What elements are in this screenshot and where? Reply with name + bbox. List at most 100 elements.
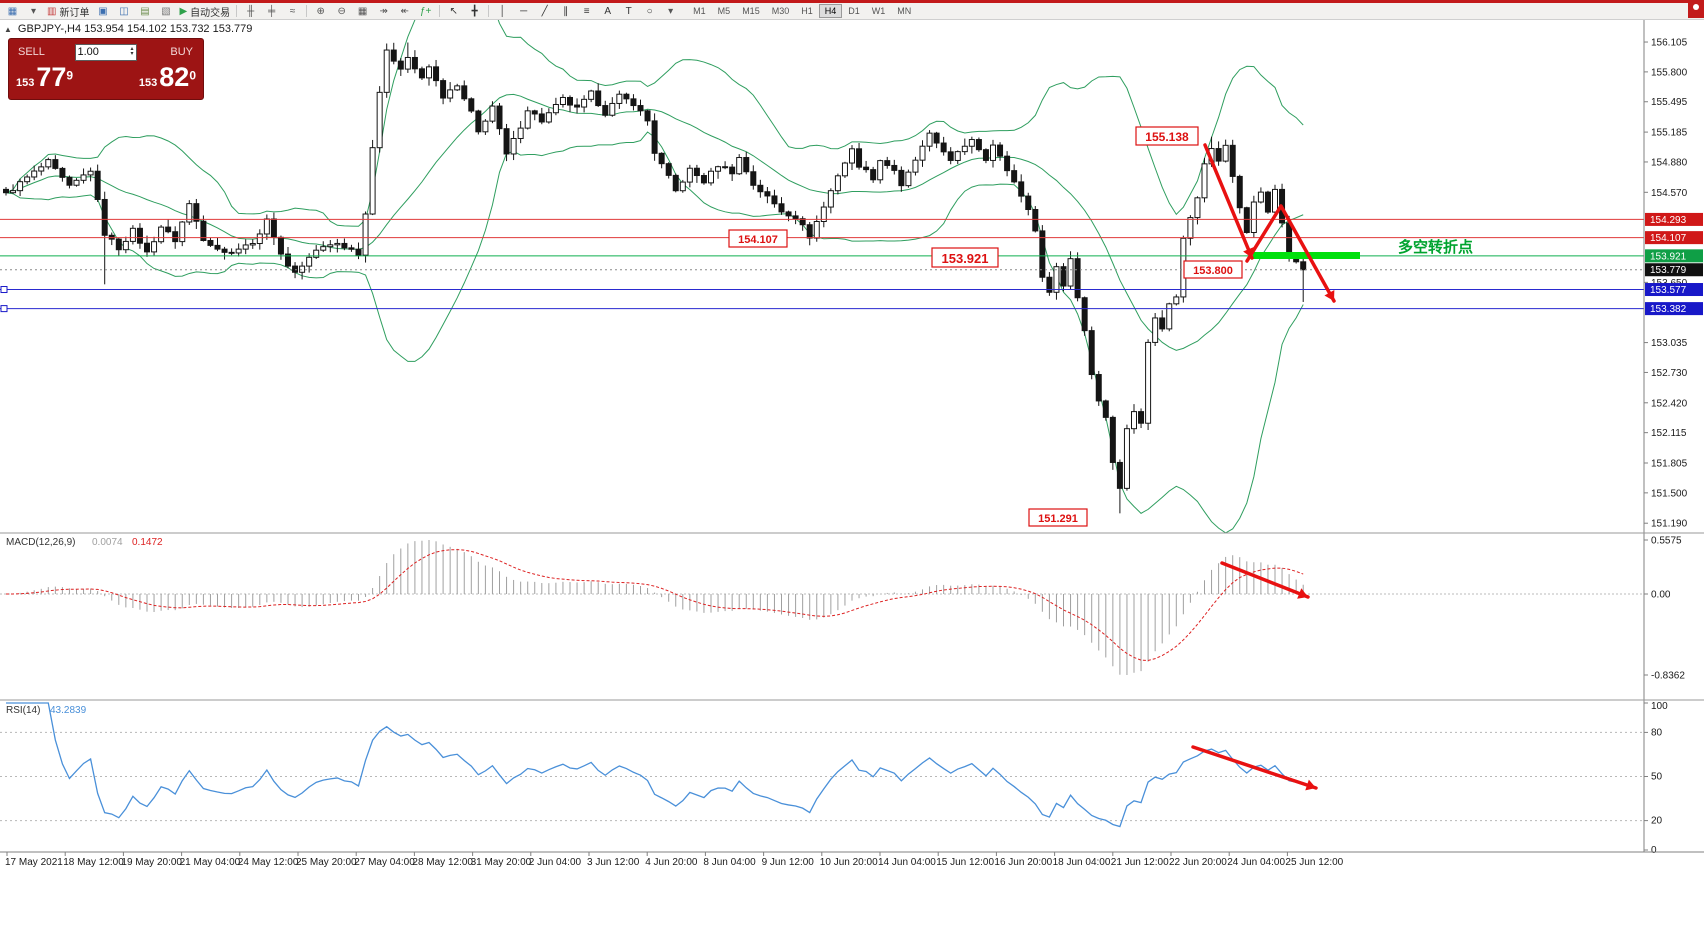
price-axis[interactable]: 156.105 155.800 155.495 155.185 154.880 154.5…	[1643, 20, 1703, 852]
spinner-up-icon[interactable]: ▴	[130, 46, 134, 52]
navigator-icon-glyph: ▤	[140, 5, 150, 17]
trend-arrow[interactable]	[1220, 561, 1310, 599]
price-axis-tag-text: 153.382	[1650, 304, 1687, 315]
timeframe-w1[interactable]: W1	[871, 6, 886, 16]
annotations[interactable]: 155.138 154.107 153.921 153.800 151.291 多空转折点	[728, 126, 1473, 527]
rsi-value: 43.2839	[50, 705, 87, 716]
time-axis-label: 25 May 20:00	[296, 857, 357, 868]
timeframe-mn[interactable]: MN	[897, 6, 912, 16]
price-callout-box[interactable]	[931, 247, 999, 268]
volume-spinner[interactable]: ▴ ▾	[130, 46, 134, 57]
time-axis-label: 19 May 20:00	[121, 857, 182, 868]
price-axis-label: 154.570	[1651, 188, 1688, 199]
price-callout-box[interactable]	[1028, 508, 1088, 527]
macd-axis-label: -0.8362	[1651, 671, 1685, 682]
sell-price[interactable]: 153779	[16, 64, 73, 91]
candlestick-chart-icon[interactable]: ╪	[261, 3, 282, 20]
trend-arrow[interactable]	[1203, 143, 1254, 260]
buy-button[interactable]: BUY	[170, 46, 193, 58]
toolbar-separator	[488, 5, 490, 17]
symbol-ohlc-text: GBPJPY-,H4 153.954 154.102 153.732 153.7…	[17, 23, 253, 35]
horizontal-line-icon[interactable]: ─	[513, 3, 534, 20]
rsi-axis-label: 20	[1651, 816, 1663, 827]
trend-arrow[interactable]	[1191, 745, 1318, 790]
line-handle[interactable]	[0, 305, 8, 313]
indicators-button[interactable]: ƒ+	[415, 3, 436, 20]
macd-label: MACD(12,26,9)	[6, 537, 75, 548]
price-callout-box[interactable]	[1135, 126, 1199, 146]
auto-scroll-icon-glyph: ↠	[379, 5, 388, 17]
macd-signal-line	[5, 549, 1304, 661]
vertical-line-icon[interactable]: │	[492, 3, 513, 20]
price-axis-label: 155.800	[1651, 67, 1688, 78]
candlestick-chart-icon-glyph: ╪	[268, 5, 276, 17]
timeframe-h1[interactable]: H1	[801, 6, 813, 16]
timeframe-m1[interactable]: M1	[693, 6, 706, 16]
spinner-down-icon[interactable]: ▾	[130, 51, 134, 57]
trendline-icon[interactable]: ╱	[534, 3, 555, 20]
price-callout-box[interactable]	[1183, 260, 1243, 279]
window-corner-dot-icon	[1693, 4, 1699, 10]
data-window-icon[interactable]: ◫	[113, 3, 134, 20]
timeframe-h4[interactable]: H4	[818, 4, 843, 18]
zoom-out-icon[interactable]: ⊖	[331, 3, 352, 20]
navigator-icon[interactable]: ▤	[134, 3, 155, 20]
horizontal-level-lines[interactable]	[0, 218, 1644, 313]
channel-icon[interactable]: ∥	[555, 3, 576, 20]
crosshair-icon[interactable]: ╋	[464, 3, 485, 20]
bar-chart-icon[interactable]: ╫	[240, 3, 261, 20]
text-icon[interactable]: A	[597, 3, 618, 20]
shapes-icon-glyph: ○	[646, 5, 653, 17]
toolbar-separator	[236, 5, 238, 17]
turning-point-note[interactable]: 多空转折点	[1398, 238, 1473, 256]
zoom-in-icon[interactable]: ⊕	[310, 3, 331, 20]
timeframe-m15[interactable]: M15	[742, 6, 760, 16]
price-callout-box[interactable]	[728, 229, 788, 248]
terminal-icon[interactable]: ▧	[155, 3, 176, 20]
label-icon[interactable]: T	[618, 3, 639, 20]
volume-field[interactable]: 1.00 ▴ ▾	[74, 43, 137, 61]
fibonacci-icon[interactable]: ≡	[576, 3, 597, 20]
price-axis-label: 152.730	[1651, 368, 1688, 379]
timeframe-m5[interactable]: M5	[717, 6, 731, 16]
bar-chart-icon-glyph: ╫	[247, 5, 255, 17]
toolbar-separator	[439, 5, 441, 17]
shapes-caret-icon[interactable]: ▾	[660, 3, 681, 20]
buy-price[interactable]: 153820	[139, 64, 196, 91]
line-handle[interactable]	[0, 286, 8, 294]
auto-trading-button-glyph: ▶	[179, 5, 188, 17]
price-axis-tag-text: 153.779	[1650, 265, 1687, 276]
line-chart-icon[interactable]: ≈	[282, 3, 303, 20]
auto-trading-button[interactable]: ▶ 自动交易	[176, 3, 233, 20]
new-order-button[interactable]: ▥ 新订单	[44, 3, 92, 20]
zoom-out-icon-glyph: ⊖	[337, 5, 346, 17]
price-axis-label: 151.190	[1651, 519, 1688, 530]
rsi-axis-label: 50	[1651, 772, 1663, 783]
trend-arrow-head	[1305, 779, 1316, 791]
one-click-collapse-icon[interactable]: ▲	[4, 25, 12, 34]
market-watch-icon[interactable]: ▣	[92, 3, 113, 20]
trend-arrow[interactable]	[1245, 204, 1336, 303]
time-axis-label: 22 Jun 20:00	[1169, 857, 1227, 868]
chart-shift-icon[interactable]: ↞	[394, 3, 415, 20]
price-axis-label: 156.105	[1651, 38, 1688, 49]
macd-axis-label: 0.00	[1651, 590, 1671, 601]
timeframe-m30[interactable]: M30	[771, 6, 790, 16]
time-axis-label: 27 May 04:00	[354, 857, 415, 868]
price-callout-text: 153.921	[942, 251, 989, 266]
shapes-icon[interactable]: ○	[639, 3, 660, 20]
window-corner-button[interactable]	[1688, 0, 1704, 18]
chart-window-icon[interactable]: ▦	[2, 3, 23, 20]
green-zone-bar[interactable]	[1253, 252, 1360, 259]
auto-scroll-icon[interactable]: ↠	[373, 3, 394, 20]
chart-menu-caret-icon[interactable]: ▾	[23, 3, 44, 20]
timeframe-d1[interactable]: D1	[848, 6, 860, 16]
sell-button[interactable]: SELL	[18, 46, 45, 58]
tile-windows-icon[interactable]: ▦	[352, 3, 373, 20]
cursor-icon[interactable]: ↖	[443, 3, 464, 20]
price-axis-label: 152.115	[1651, 428, 1687, 439]
one-click-trading-panel: SELL 1.00 ▴ ▾ BUY 153779 153820	[8, 38, 204, 100]
text-icon-glyph: A	[604, 5, 611, 17]
